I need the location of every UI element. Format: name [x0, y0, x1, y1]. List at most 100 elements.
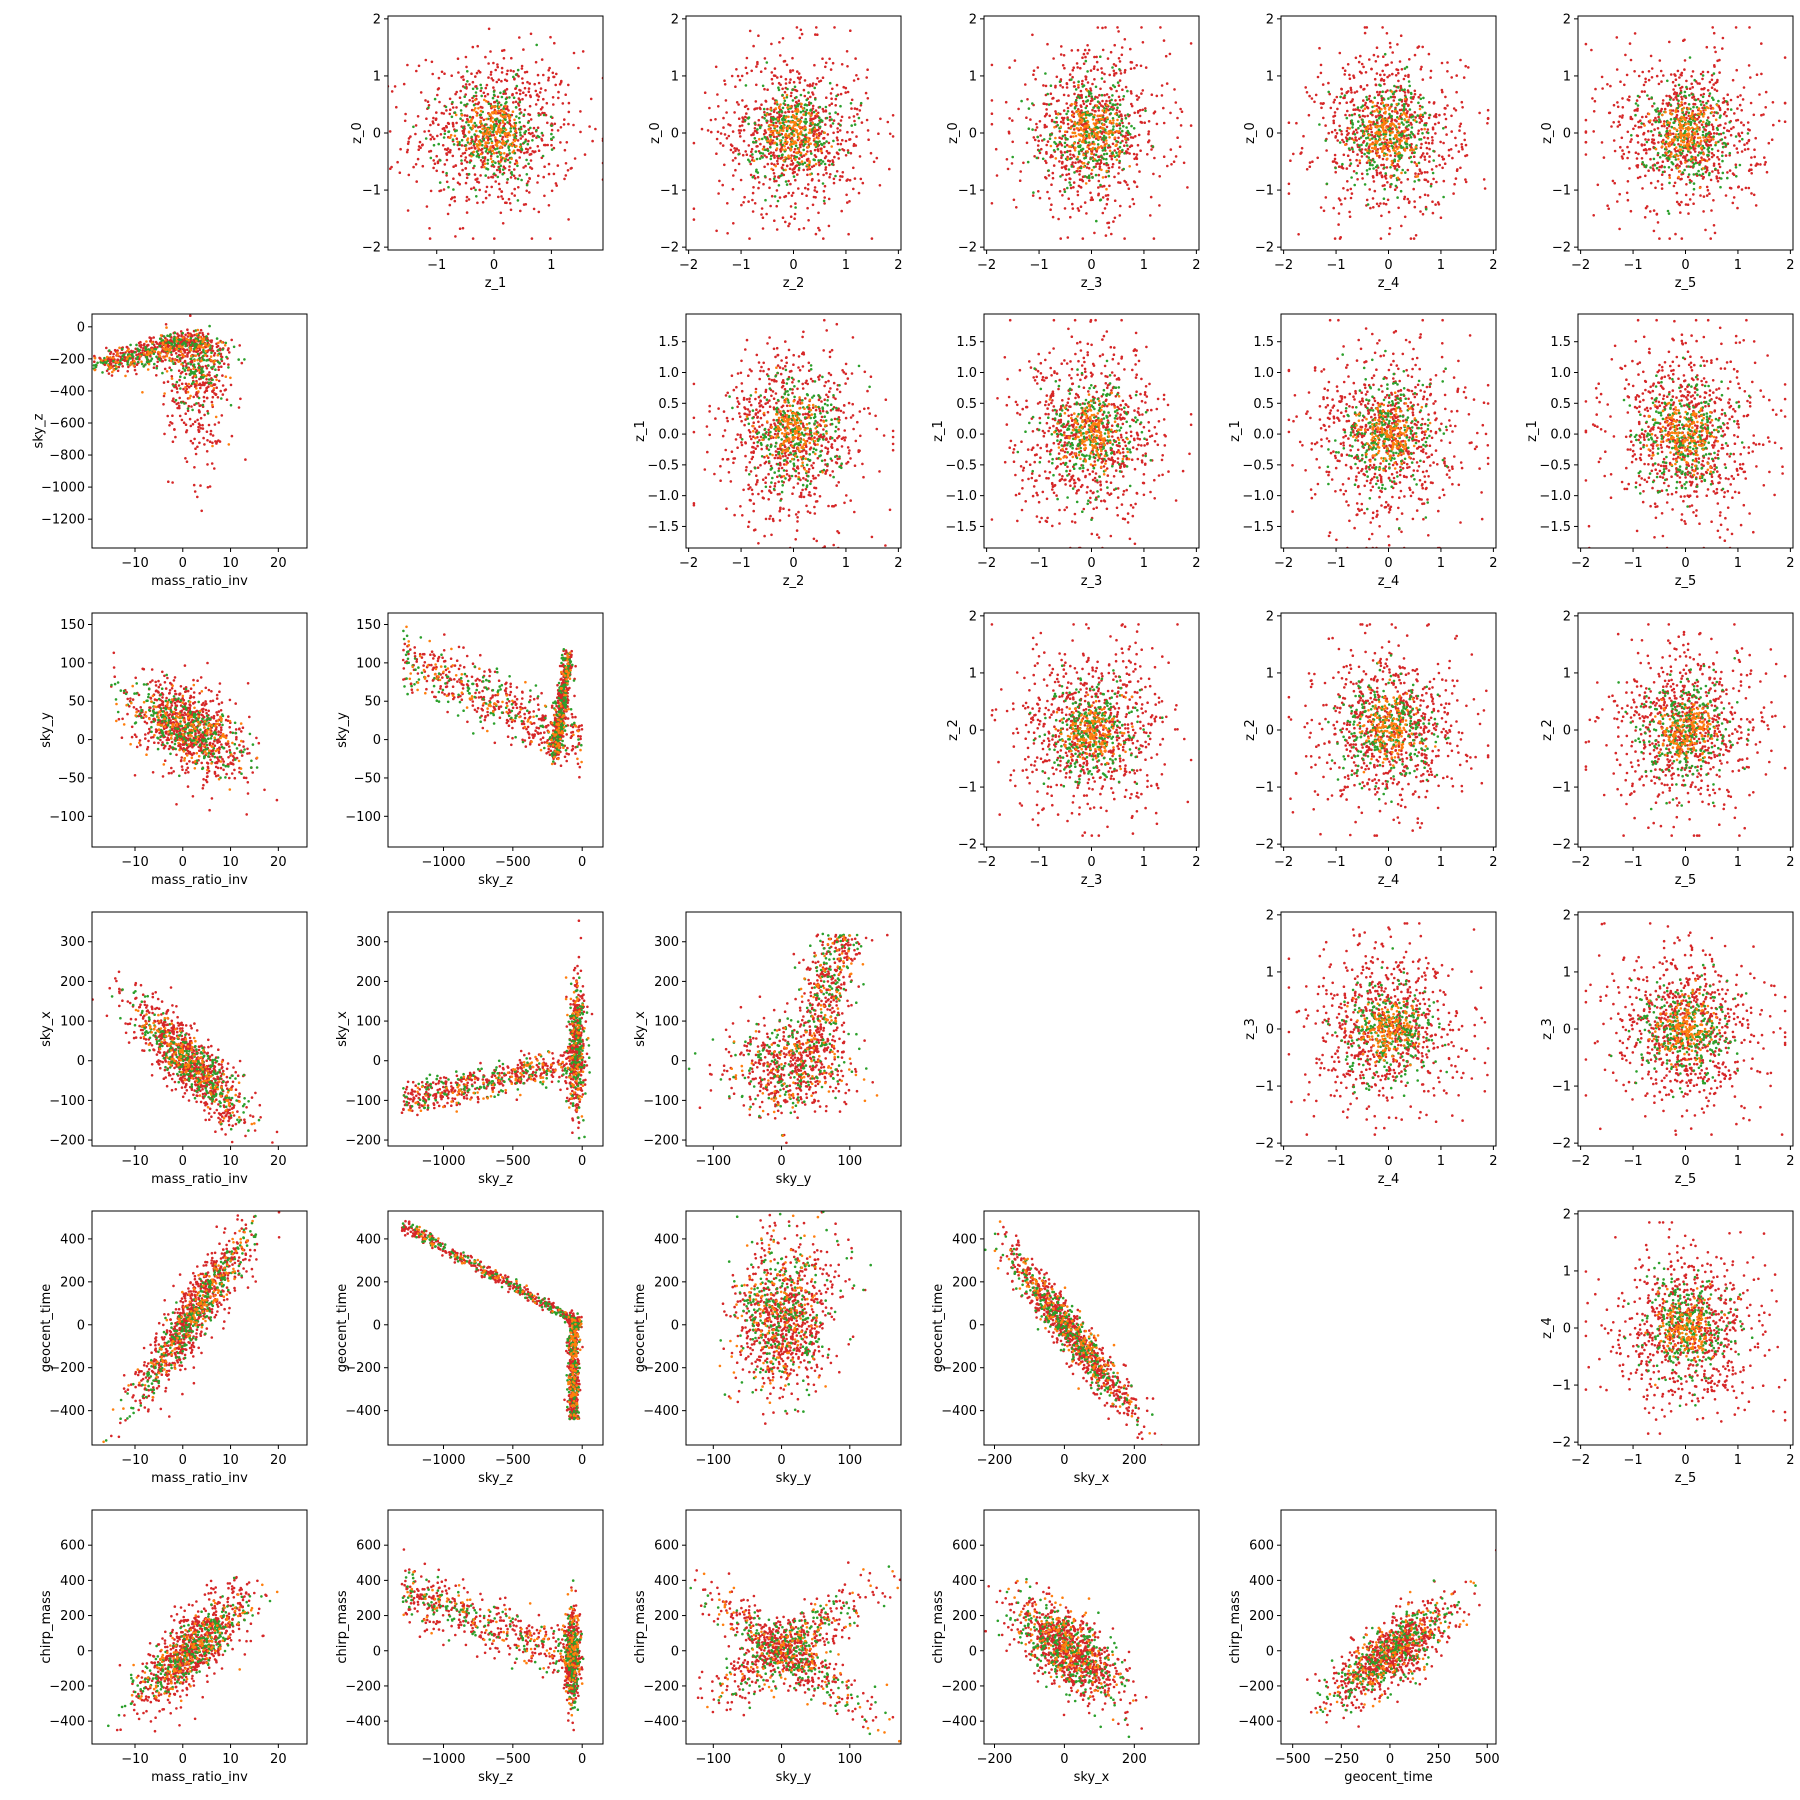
scatter-point	[1087, 161, 1090, 164]
scatter-point	[1118, 122, 1121, 125]
scatter-point	[1660, 173, 1664, 176]
scatter-point	[1394, 184, 1398, 188]
scatter-point	[1342, 96, 1345, 100]
scatter-point	[1097, 114, 1100, 118]
scatter-point	[1398, 151, 1401, 155]
scatter-point	[518, 98, 522, 102]
scatter-point	[800, 32, 804, 36]
scatter-point	[424, 58, 428, 62]
scatter-point	[820, 149, 823, 153]
scatter-point	[865, 118, 869, 122]
scatter-point	[879, 117, 882, 121]
scatter-point	[1403, 97, 1407, 101]
scatter-point	[516, 148, 520, 152]
scatter-point	[752, 159, 756, 162]
scatter-point	[791, 99, 795, 102]
scatter-point	[1324, 124, 1327, 127]
scatter-point	[1371, 137, 1374, 140]
scatter-point	[1352, 74, 1355, 77]
scatter-point	[549, 35, 552, 39]
scatter-point	[1660, 187, 1664, 190]
scatter-point	[528, 82, 531, 85]
scatter-point	[1045, 112, 1048, 116]
scatter-point	[869, 151, 873, 155]
scatter-point	[773, 141, 777, 144]
scatter-point	[787, 110, 791, 113]
scatter-point	[463, 159, 467, 162]
scatter-point	[1053, 120, 1056, 124]
scatter-point	[1086, 70, 1089, 73]
scatter-point	[1406, 178, 1410, 181]
scatter-point	[755, 157, 759, 161]
scatter-point	[1662, 138, 1665, 142]
scatter-point	[756, 62, 759, 66]
scatter-point	[1584, 42, 1588, 46]
scatter-point	[1365, 129, 1368, 133]
scatter-point	[1093, 157, 1096, 161]
scatter-point	[1393, 188, 1397, 191]
scatter-point	[1106, 57, 1110, 60]
scatter-point	[1389, 95, 1393, 99]
scatter-point	[751, 153, 754, 156]
scatter-point	[1394, 143, 1397, 146]
scatter-point	[1067, 94, 1070, 97]
scatter-point	[1065, 82, 1069, 86]
scatter-point	[818, 121, 822, 124]
scatter-point	[1121, 98, 1125, 101]
scatter-point	[440, 70, 444, 74]
scatter-point	[1070, 78, 1073, 81]
scatter-point	[740, 74, 744, 78]
scatter-point	[500, 95, 504, 99]
scatter-point	[743, 119, 747, 122]
scatter-point	[1084, 95, 1088, 99]
scatter-point	[528, 104, 532, 108]
scatter-point	[556, 129, 560, 132]
scatter-point	[483, 162, 487, 165]
scatter-point	[524, 93, 528, 97]
scatter-point	[1092, 165, 1096, 169]
scatter-point	[796, 105, 800, 108]
scatter-point	[491, 116, 494, 120]
scatter-point	[526, 121, 530, 124]
scatter-point	[1350, 192, 1354, 195]
scatter-point	[1105, 142, 1108, 145]
scatter-point	[442, 136, 446, 139]
scatter-point	[1020, 99, 1023, 103]
scatter-point	[1084, 55, 1087, 59]
scatter-point	[547, 204, 551, 207]
scatter-point	[496, 155, 499, 158]
scatter-point	[1115, 129, 1119, 133]
scatter-point	[503, 111, 506, 115]
scatter-point	[1711, 125, 1715, 129]
scatter-point	[1345, 116, 1349, 120]
scatter-point	[825, 149, 829, 153]
scatter-point	[1292, 152, 1295, 156]
scatter-point	[760, 213, 763, 216]
scatter-point	[775, 100, 779, 104]
scatter-point	[816, 128, 820, 132]
scatter-point	[1087, 166, 1091, 170]
scatter-point	[1106, 146, 1110, 149]
scatter-point	[1621, 106, 1625, 109]
scatter-point	[1652, 229, 1656, 233]
scatter-point	[1071, 131, 1074, 135]
x-axis-label: z_1	[485, 276, 507, 291]
scatter-point	[489, 154, 493, 158]
scatter-point	[792, 129, 795, 133]
scatter-point	[1351, 150, 1355, 153]
scatter-point	[1691, 70, 1695, 73]
scatter-point	[1097, 192, 1100, 196]
scatter-point	[1680, 237, 1684, 240]
scatter-point	[1173, 88, 1176, 91]
scatter-point	[448, 136, 452, 139]
scatter-point	[766, 162, 770, 166]
scatter-point	[539, 87, 543, 90]
scatter-point	[797, 72, 801, 75]
scatter-point	[1712, 31, 1716, 35]
scatter-point	[466, 80, 469, 83]
scatter-point	[816, 123, 819, 127]
scatter-point	[1044, 72, 1047, 75]
scatter-point	[818, 140, 821, 143]
scatter-point	[1366, 172, 1369, 176]
scatter-point	[429, 133, 432, 137]
